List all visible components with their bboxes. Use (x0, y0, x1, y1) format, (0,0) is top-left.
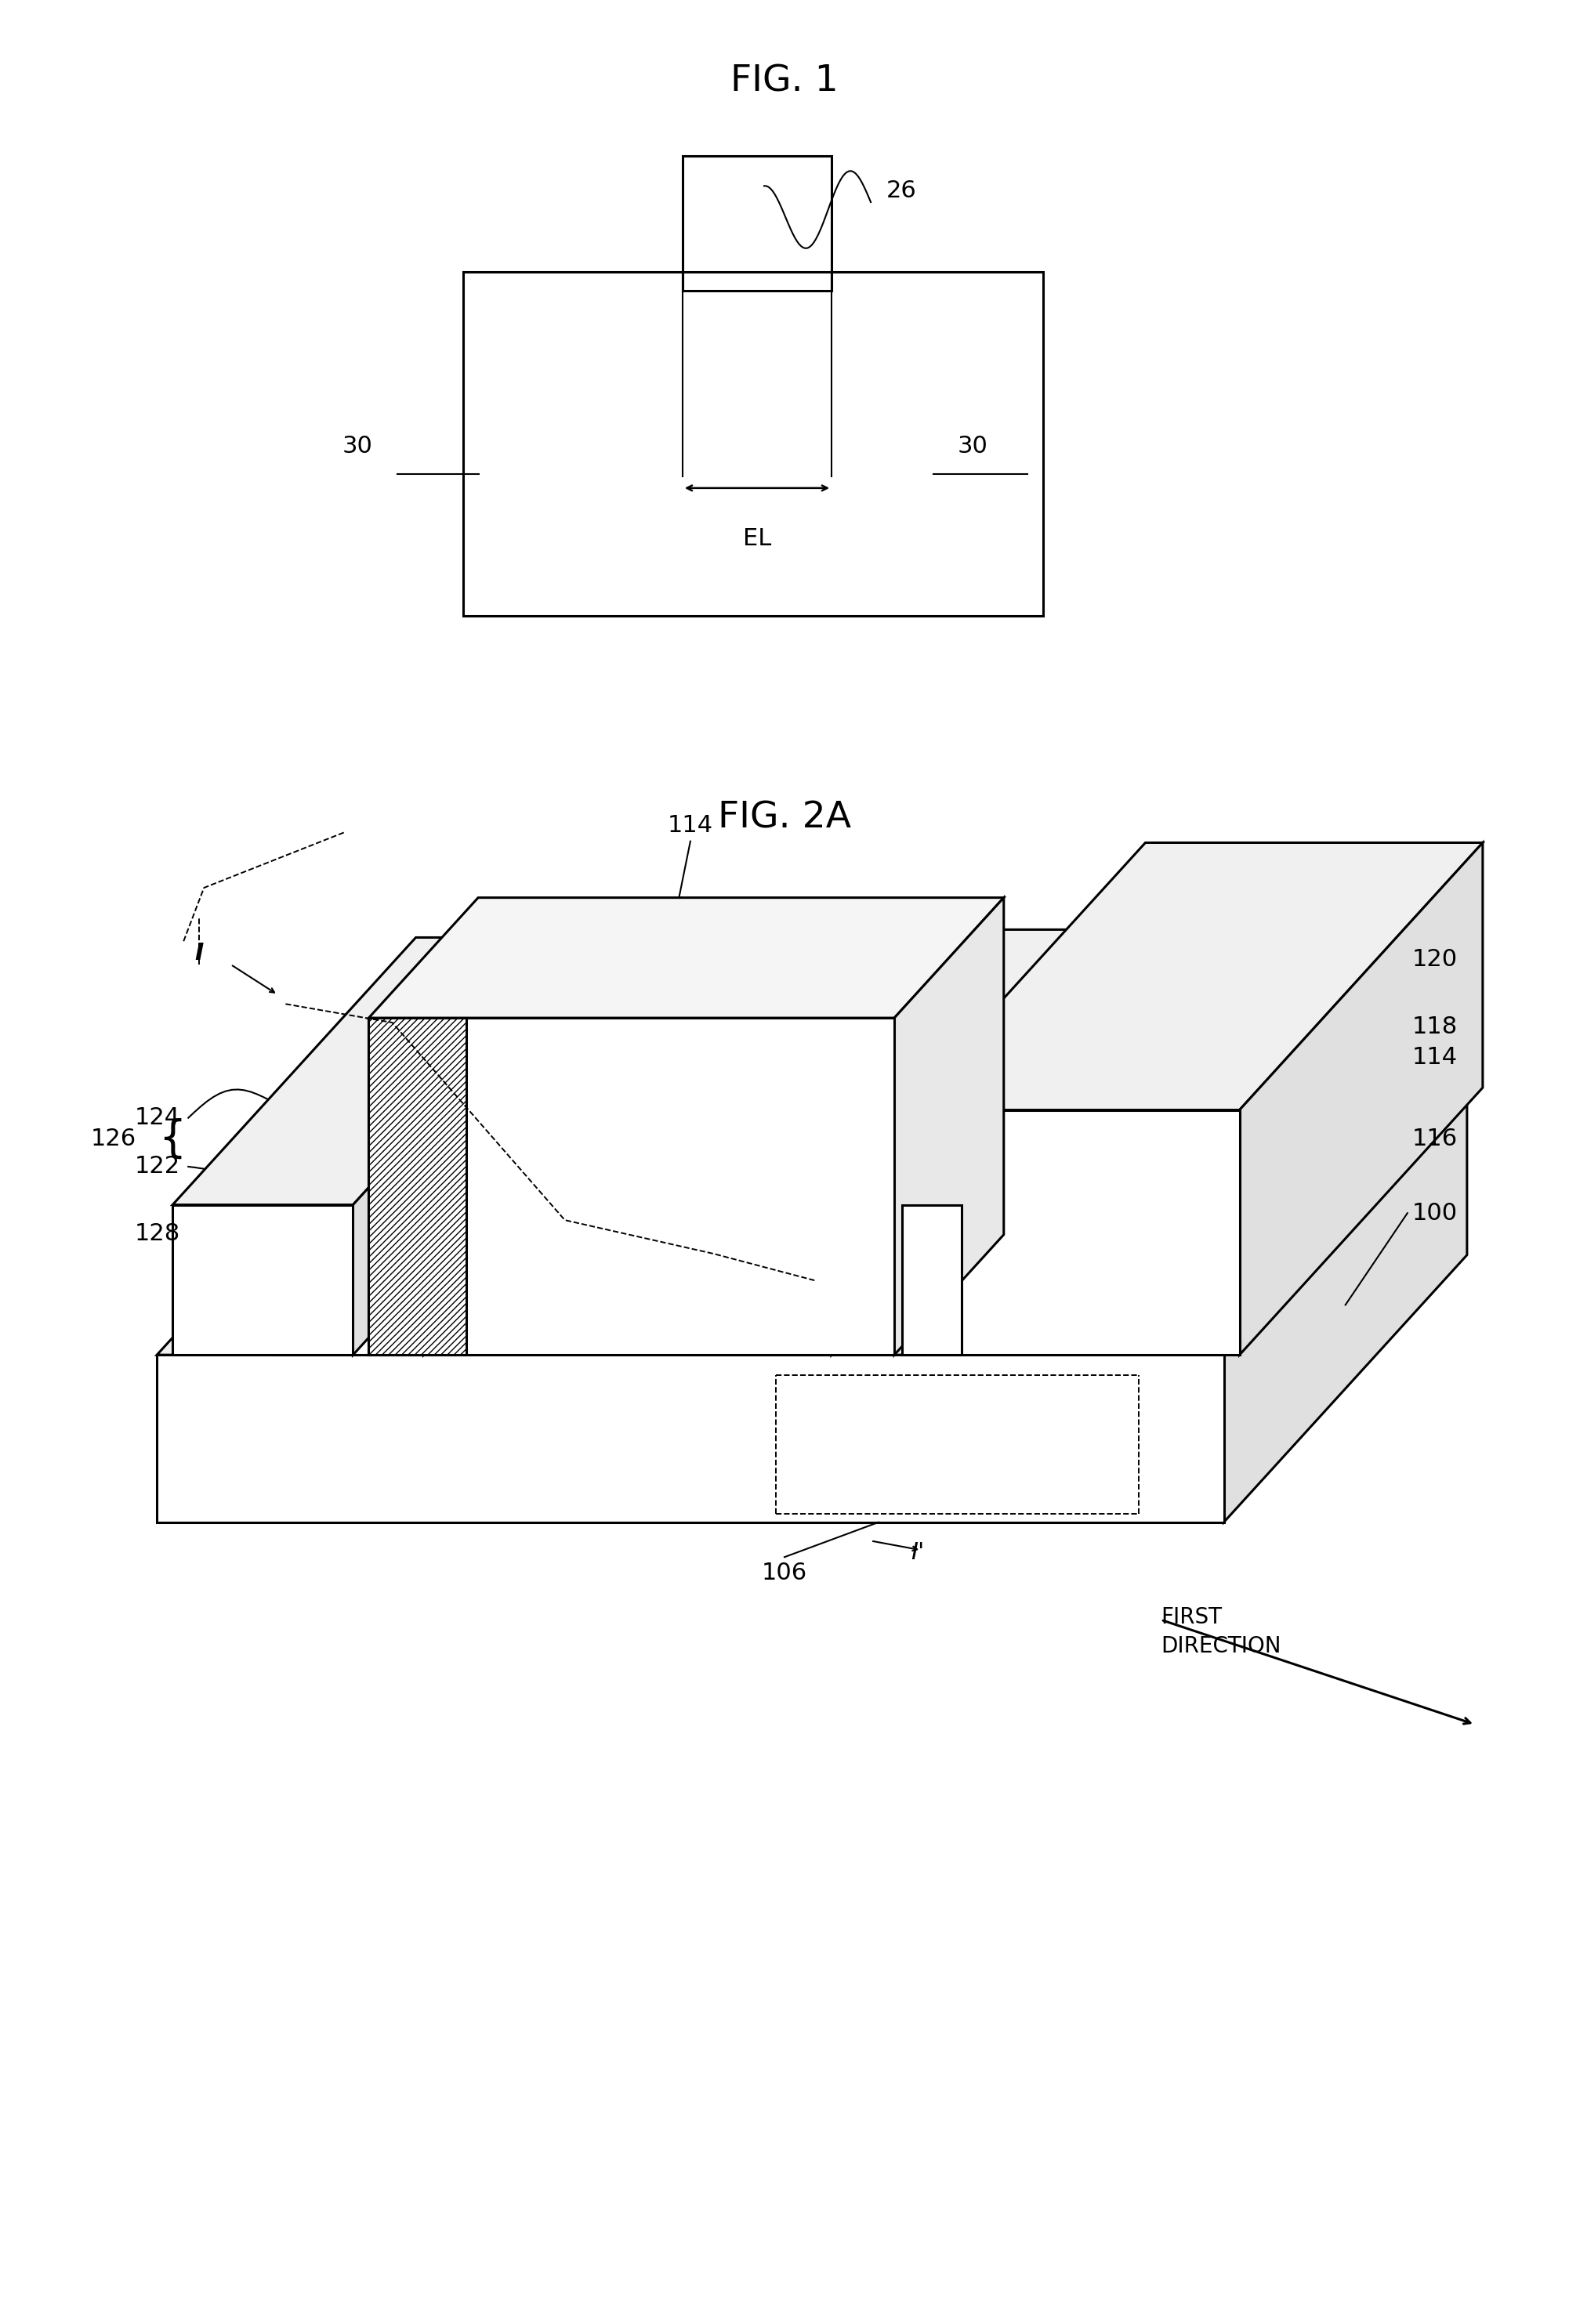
Polygon shape (683, 930, 1075, 1197)
Text: 30: 30 (342, 435, 373, 458)
Text: 116: 116 (1412, 1127, 1458, 1150)
Text: 118: 118 (1412, 1016, 1458, 1039)
Text: 26: 26 (886, 179, 916, 202)
Polygon shape (369, 1018, 894, 1355)
Text: EL: EL (742, 528, 772, 551)
Text: 30: 30 (957, 435, 988, 458)
Polygon shape (369, 1018, 466, 1355)
Text: 114: 114 (667, 813, 714, 837)
Text: {: { (158, 1118, 187, 1160)
Text: 114: 114 (1412, 1046, 1458, 1069)
Polygon shape (369, 897, 1004, 1018)
Polygon shape (902, 1204, 962, 1355)
Text: 126: 126 (91, 1127, 137, 1150)
Text: FIRST
DIRECTION: FIRST DIRECTION (1161, 1606, 1282, 1657)
Text: I': I' (912, 1541, 924, 1564)
Polygon shape (894, 897, 1004, 1355)
Text: 100: 100 (1412, 1202, 1458, 1225)
Polygon shape (157, 1088, 1467, 1355)
Text: 128: 128 (135, 1222, 180, 1246)
Polygon shape (683, 1197, 832, 1355)
Polygon shape (902, 844, 1483, 1111)
Text: FIG. 1: FIG. 1 (731, 63, 838, 100)
Text: 120: 120 (1412, 948, 1458, 971)
Polygon shape (275, 930, 667, 1197)
Text: 106: 106 (761, 1562, 808, 1585)
Text: 124: 124 (135, 1106, 180, 1129)
Polygon shape (353, 937, 596, 1355)
Text: FIG. 2A: FIG. 2A (719, 799, 850, 837)
Polygon shape (424, 930, 667, 1355)
Polygon shape (173, 937, 596, 1204)
Polygon shape (1240, 844, 1483, 1355)
Polygon shape (1224, 1088, 1467, 1522)
Polygon shape (832, 930, 1075, 1355)
Text: 122: 122 (135, 1155, 180, 1178)
Bar (683, 156, 832, 290)
Polygon shape (173, 1204, 353, 1355)
Polygon shape (157, 1355, 1224, 1522)
Polygon shape (902, 1111, 1240, 1355)
Polygon shape (275, 1197, 424, 1355)
Text: I: I (195, 941, 204, 964)
Bar (463, 272, 1043, 616)
